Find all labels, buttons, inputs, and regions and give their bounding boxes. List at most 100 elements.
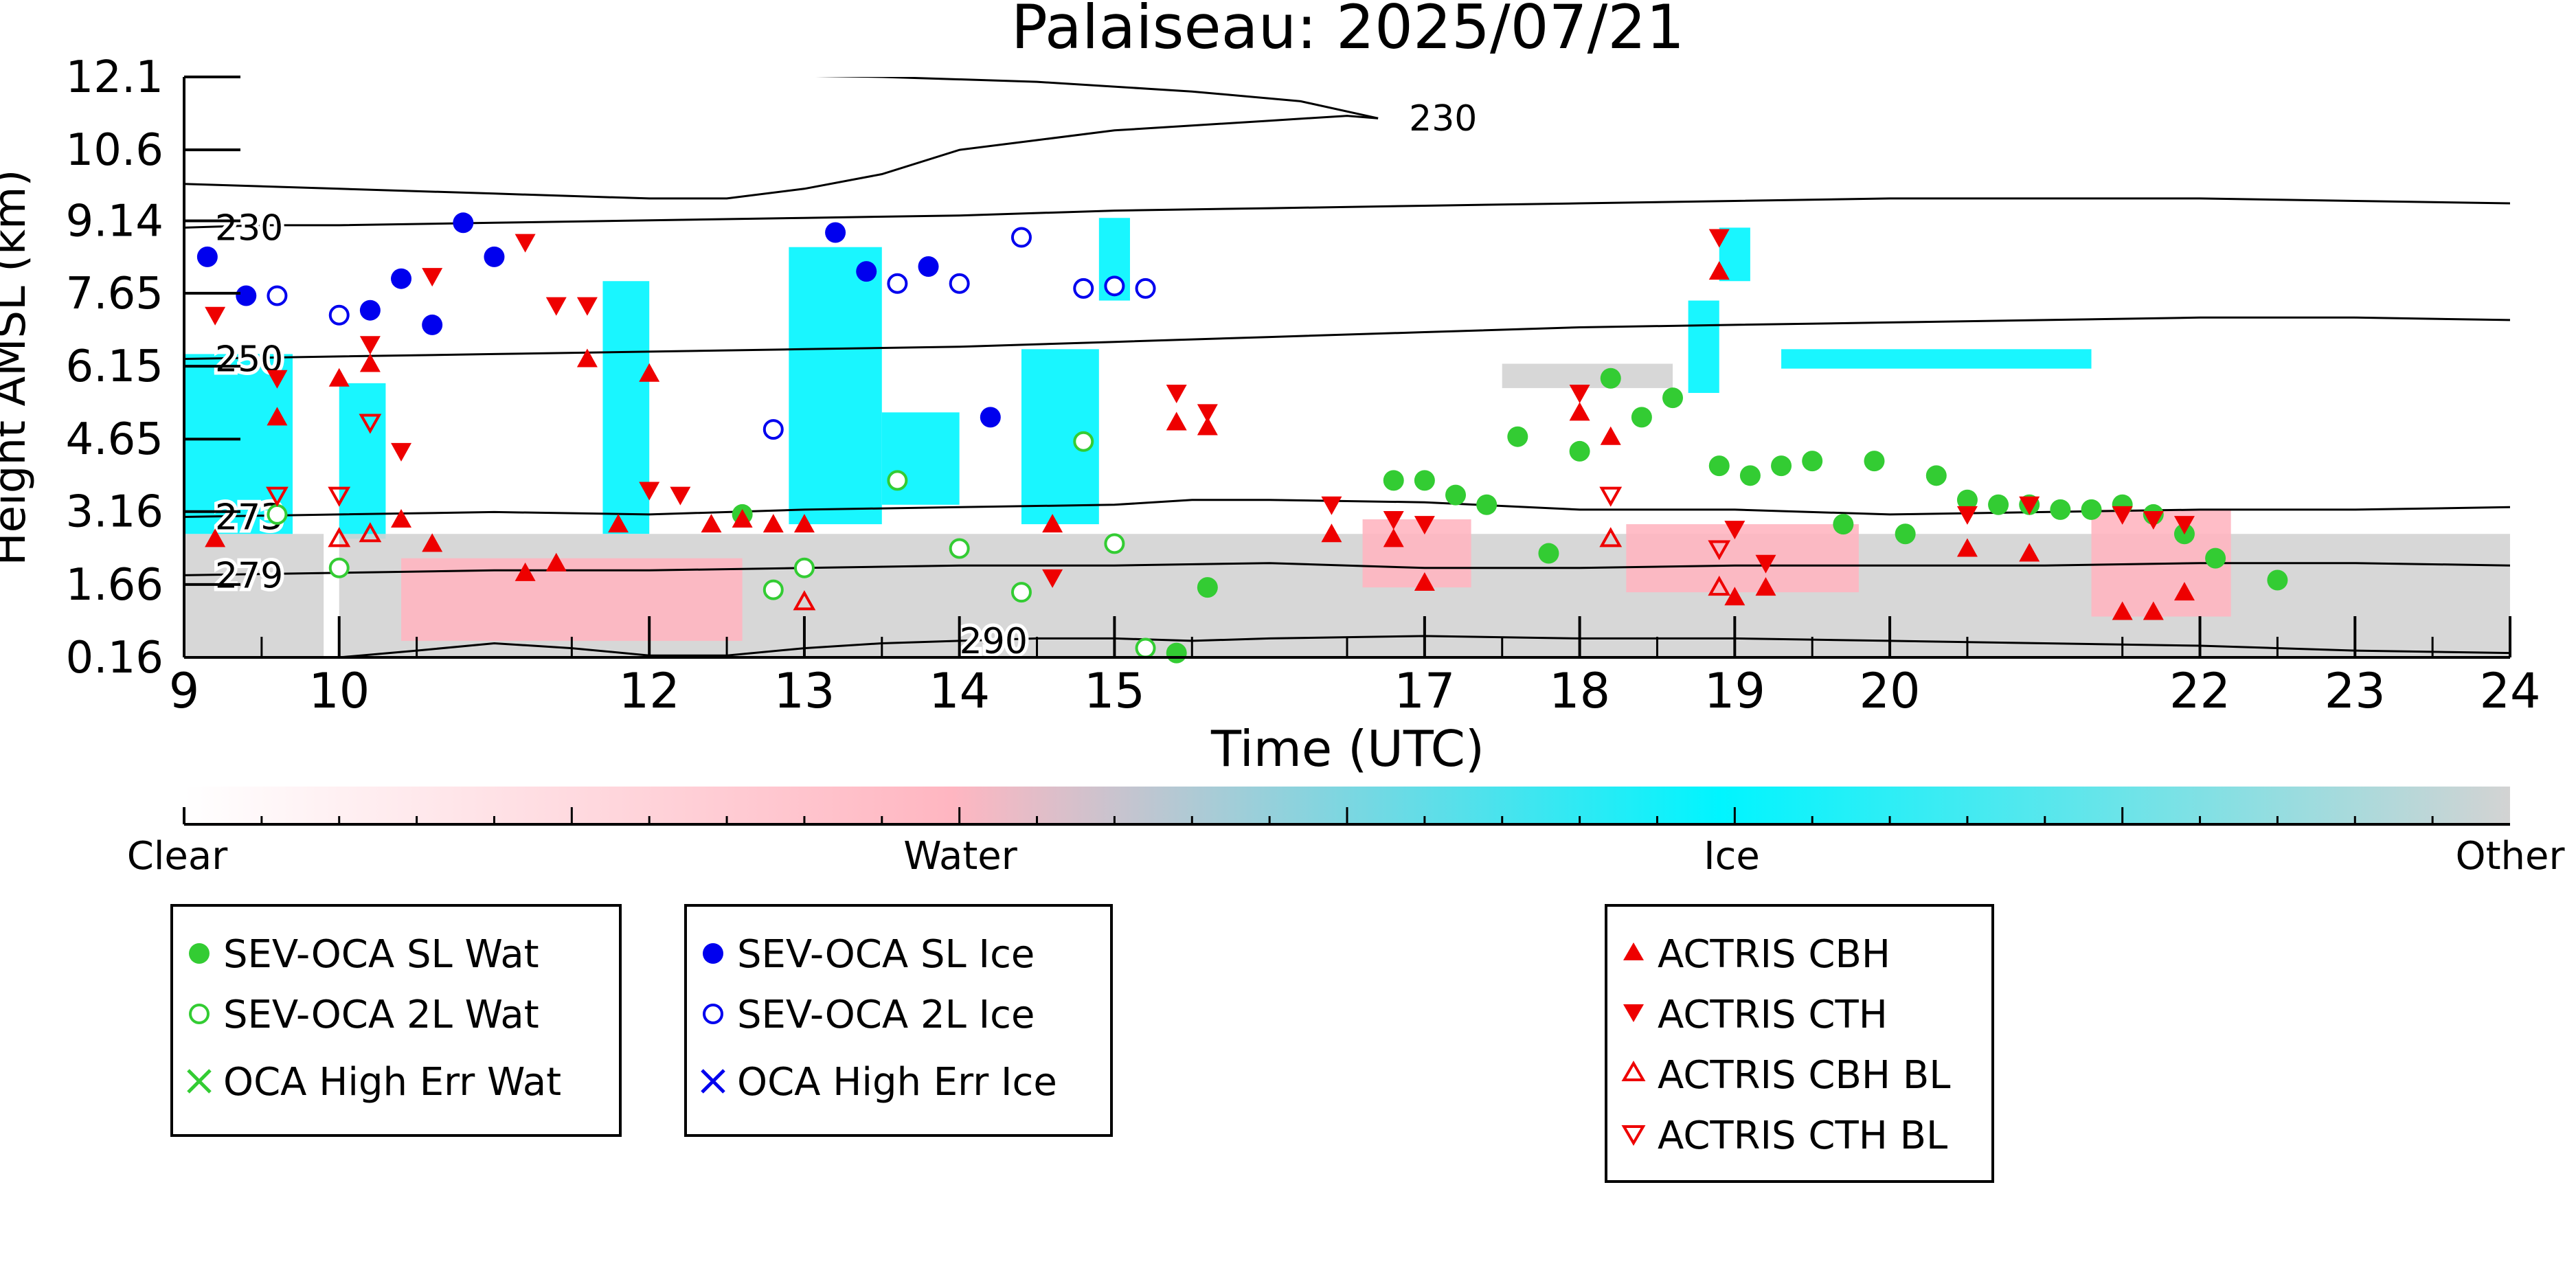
legend-label-cbh-bl: ACTRIS CBH BL: [1658, 1053, 1950, 1098]
y-tick-label: 12.1: [66, 52, 164, 103]
y-tick-label: 6.15: [66, 341, 164, 392]
y-tick-label: 0.16: [66, 633, 164, 683]
sev-oca-2l-wat-point: [1073, 431, 1094, 452]
sev-oca-2l-ice-point: [1135, 278, 1156, 299]
sev-oca-sl-wat-point: [1739, 465, 1761, 486]
actris-cth-point: [1166, 385, 1187, 404]
contour-line: [184, 316, 2510, 360]
sev-oca-sl-wat-point: [1476, 494, 1498, 515]
sev-oca-sl-wat-point: [1538, 543, 1559, 564]
actris-cbh-point: [328, 368, 350, 387]
actris-cbh-point: [762, 514, 784, 533]
sev-oca-sl-wat-point: [1662, 387, 1684, 409]
sev-oca-sl-wat-point: [2081, 499, 2102, 520]
x-tick-label: 24: [2479, 663, 2540, 719]
cloud-curtain: [184, 218, 2510, 657]
sev-oca-sl-wat-point: [1925, 465, 1947, 486]
sev-oca-2l-wat-point: [793, 557, 815, 578]
sev-oca-sl-ice-point: [825, 222, 846, 243]
x-tick-label: 15: [1084, 663, 1145, 719]
legend-marker-2l-ice: [703, 1004, 723, 1024]
sev-oca-sl-ice-point: [484, 246, 505, 267]
sev-oca-sl-wat-point: [1833, 514, 1854, 535]
actris-cth-point: [1724, 521, 1745, 540]
actris-cth-point: [1383, 511, 1404, 530]
actris-cbh-point: [701, 514, 722, 533]
y-tick-label: 4.65: [66, 414, 164, 465]
actris-cth-point: [1956, 506, 1978, 525]
legend-label-higherr-ice: OCA High Err Ice: [737, 1060, 1057, 1105]
actris-cth-point: [267, 370, 288, 389]
contour-label: 230: [1409, 98, 1477, 139]
legend-actris-box: [1605, 904, 1994, 1183]
sev-oca-sl-ice-point: [359, 300, 381, 321]
legend-label-cth-bl: ACTRIS CTH BL: [1658, 1114, 1947, 1158]
sev-oca-2l-ice-point: [762, 419, 784, 440]
colorbar: Clear Water Ice Other: [127, 787, 2565, 879]
sev-oca-2l-wat-point: [328, 557, 350, 578]
sev-oca-sl-wat-point: [1197, 577, 1218, 598]
sev-oca-2l-ice-point: [949, 273, 970, 294]
y-tick-label: 10.6: [66, 125, 164, 176]
actris-cbh-point: [1569, 402, 1590, 421]
actris-cth-point: [670, 486, 691, 506]
curtain-ice: [881, 412, 960, 505]
legend-label-sl-ice: SEV-OCA SL Ice: [737, 932, 1035, 977]
x-tick-label: 23: [2325, 663, 2386, 719]
contour-line: [815, 77, 1379, 120]
x-tick-label: 18: [1549, 663, 1610, 719]
sev-oca-sl-wat-point: [732, 504, 753, 525]
actris-cbh-point: [267, 407, 288, 426]
legend-marker-cth-bl: [1621, 1125, 1646, 1146]
sev-oca-sl-wat-point: [2112, 494, 2133, 515]
contour-label: 279: [215, 555, 283, 596]
actris-cbh-point: [1708, 261, 1730, 280]
y-tick-label: 1.66: [66, 560, 164, 611]
y-tick-label: 3.16: [66, 487, 164, 538]
sev-oca-2l-wat-point: [887, 470, 908, 491]
chart-title: Palaiseau: 2025/07/21: [1011, 0, 1684, 63]
actris-cth-point: [1321, 496, 1342, 515]
sev-oca-2l-ice-point: [267, 285, 288, 306]
contour-line: [184, 562, 2510, 576]
sev-oca-sl-wat-point: [1414, 470, 1435, 491]
actris-cth-point: [391, 442, 412, 462]
sev-oca-2l-ice-point: [887, 273, 908, 294]
actris-cth-point: [1569, 385, 1590, 404]
y-tick-label: 9.14: [66, 196, 164, 247]
sev-oca-sl-wat-point: [1631, 407, 1652, 428]
legend-label-sl-wat: SEV-OCA SL Wat: [223, 932, 539, 977]
actris-cth-bl-point: [1599, 486, 1623, 507]
actris-cbh-point: [608, 514, 629, 533]
curtain-ice: [1688, 300, 1719, 394]
actris-cth-point: [2112, 506, 2133, 525]
contour-line: [184, 115, 1379, 200]
actris-cth-point: [1708, 229, 1730, 248]
legend-water: SEV-OCA SL Wat SEV-OCA 2L Wat OCA High E…: [170, 904, 622, 1137]
curtain-ice: [1781, 349, 2092, 369]
x-tick-label: 9: [169, 663, 200, 719]
legend-marker-sl-ice: [703, 943, 723, 964]
sev-oca-sl-wat-point: [1956, 489, 1978, 510]
sev-oca-sl-wat-point: [2267, 569, 2288, 591]
actris-cbh-point: [515, 562, 536, 581]
actris-cbh-point: [2143, 601, 2164, 620]
curtain-ice: [339, 383, 386, 539]
actris-cbh-bl-point: [1599, 527, 1623, 547]
actris-cth-point: [515, 234, 536, 253]
sev-oca-sl-wat-point: [1569, 440, 1590, 462]
y-tick-label: 7.65: [66, 269, 164, 319]
sev-oca-sl-wat-point: [1895, 523, 1916, 545]
x-tick-label: 19: [1704, 663, 1765, 719]
actris-cbh-point: [422, 533, 443, 552]
curtain-water: [1626, 524, 1859, 593]
actris-cbh-point: [545, 552, 567, 572]
actris-cbh-point: [2173, 582, 2195, 601]
curtain-other: [184, 534, 324, 657]
actris-cbh-point: [359, 353, 381, 372]
legend-actris: ACTRIS CBH ACTRIS CTH ACTRIS CBH BL ACTR…: [1605, 904, 1994, 1183]
contour-label: 230: [215, 207, 283, 249]
sev-oca-sl-wat-point: [1802, 451, 1823, 472]
actris-cth-bl-point: [1708, 540, 1731, 561]
